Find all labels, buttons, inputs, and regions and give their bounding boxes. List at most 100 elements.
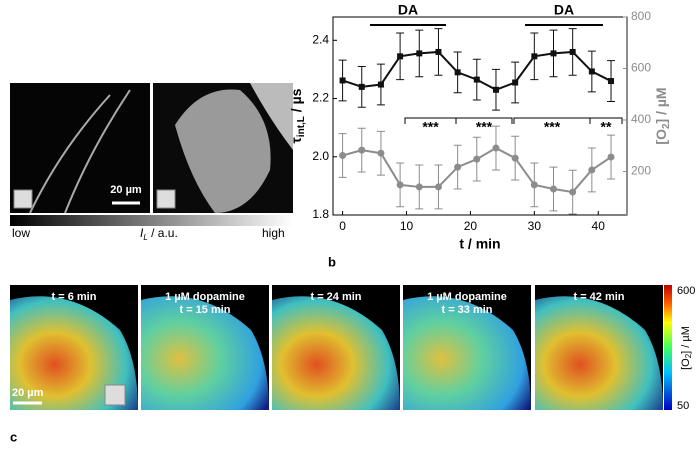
quantity-label: IL / a.u. bbox=[140, 226, 178, 242]
marker bbox=[415, 183, 423, 191]
marker bbox=[511, 154, 519, 162]
marker bbox=[339, 152, 347, 160]
x-tick-label: 10 bbox=[400, 219, 414, 233]
time-label: t = 42 min bbox=[573, 291, 624, 303]
label-sub: 2 bbox=[684, 353, 693, 358]
y-tick-label: 2.0 bbox=[312, 149, 329, 163]
panel-c: 600 50 [O2] / µM c t = 6 min 1 µM dopamin… bbox=[10, 285, 695, 444]
time-label: t = 15 min bbox=[179, 304, 230, 316]
label-sub: int,L bbox=[296, 116, 307, 137]
marker bbox=[434, 183, 442, 191]
icon bbox=[156, 189, 176, 209]
time-label: t = 24 min bbox=[310, 291, 361, 303]
axis-label: [O2] / µM bbox=[653, 87, 672, 144]
quantity: I bbox=[140, 226, 144, 240]
marker bbox=[454, 69, 461, 76]
time-label: t = 6 min bbox=[52, 291, 97, 303]
tissue bbox=[175, 89, 271, 213]
marker bbox=[608, 78, 615, 85]
significance: *** bbox=[544, 119, 561, 135]
unit: / a.u. bbox=[148, 226, 178, 240]
axis-label: τint,L / µs bbox=[288, 88, 307, 143]
marker bbox=[588, 166, 596, 174]
icon bbox=[104, 384, 126, 406]
marker bbox=[531, 53, 538, 60]
marker bbox=[358, 146, 366, 154]
tissue-map bbox=[535, 296, 663, 410]
color-bar bbox=[664, 285, 672, 410]
scale-label: 20 µm bbox=[110, 184, 142, 196]
panel-a: 20 µm low IL / a.u. high a bbox=[10, 83, 293, 296]
label-sub: 2 bbox=[661, 123, 672, 129]
label-main: τ bbox=[288, 136, 304, 143]
cbar-label: [O2] / µM bbox=[680, 326, 693, 370]
significance: *** bbox=[476, 119, 493, 135]
marker bbox=[454, 163, 462, 171]
marker bbox=[512, 79, 519, 86]
marker bbox=[588, 68, 595, 75]
x-tick-label: 30 bbox=[528, 219, 542, 233]
label-unit: ] / µM bbox=[653, 87, 669, 123]
y-tick-label: 2.2 bbox=[312, 91, 329, 105]
tissue-map bbox=[403, 296, 531, 410]
x-tick-label: 0 bbox=[339, 219, 346, 233]
marker bbox=[492, 144, 500, 152]
high-label: high bbox=[262, 226, 285, 240]
marker bbox=[473, 76, 480, 83]
significance: ** bbox=[601, 119, 612, 135]
y-tick-label: 2.4 bbox=[312, 32, 329, 46]
label-unit: / µs bbox=[288, 88, 304, 116]
y2-tick-label: 400 bbox=[631, 112, 651, 126]
bracket bbox=[455, 117, 513, 124]
marker bbox=[358, 83, 365, 90]
plot-frame bbox=[332, 16, 628, 216]
time-label: 1 µM dopamine bbox=[165, 291, 245, 303]
marker bbox=[397, 53, 404, 60]
marker bbox=[339, 77, 346, 84]
panel-letter: b bbox=[328, 254, 336, 269]
marker bbox=[607, 153, 615, 161]
y2-tick-label: 600 bbox=[631, 61, 651, 75]
marker bbox=[492, 86, 499, 93]
bracket bbox=[589, 117, 623, 124]
fiber bbox=[29, 89, 131, 214]
marker bbox=[473, 155, 481, 163]
quantity-sub: L bbox=[143, 233, 147, 242]
label-main: [O bbox=[680, 358, 692, 370]
x-axis-label: t / min bbox=[459, 236, 500, 252]
y2-tick-label: 200 bbox=[631, 164, 651, 178]
tissue-map bbox=[141, 296, 269, 410]
image bbox=[10, 83, 150, 213]
low-label: low bbox=[12, 226, 30, 240]
marker bbox=[550, 50, 557, 57]
marker bbox=[550, 185, 557, 193]
icon bbox=[13, 189, 33, 209]
chart: 0 10 20 30 40 1.8 2.0 2.2 2.4 200 400 600 800 t / min… bbox=[288, 2, 672, 252]
da-label: DA bbox=[398, 2, 418, 18]
marker bbox=[396, 181, 404, 189]
marker bbox=[435, 48, 442, 55]
tissue-map bbox=[272, 296, 400, 410]
marker bbox=[530, 181, 538, 189]
time-label: t = 33 min bbox=[441, 304, 492, 316]
tissue-map bbox=[10, 296, 138, 410]
x-tick-label: 40 bbox=[592, 219, 606, 233]
y2-tick-label: 800 bbox=[631, 9, 651, 23]
y-tick-label: 1.8 bbox=[312, 207, 329, 221]
scale-label: 20 µm bbox=[12, 387, 44, 399]
panel-letter: c bbox=[10, 429, 17, 444]
label-unit: ] / µM bbox=[680, 326, 692, 354]
significance: *** bbox=[422, 119, 439, 135]
cbar-min: 50 bbox=[677, 400, 689, 412]
time-label: 1 µM dopamine bbox=[427, 291, 507, 303]
label-main: [O bbox=[653, 129, 669, 145]
gray-scale-bar bbox=[10, 215, 293, 226]
marker bbox=[377, 81, 384, 88]
marker bbox=[377, 149, 385, 157]
x-tick-label: 20 bbox=[464, 219, 478, 233]
marker bbox=[569, 48, 576, 55]
marker bbox=[416, 50, 423, 57]
cbar-max: 600 bbox=[677, 285, 695, 297]
da-label: DA bbox=[554, 2, 574, 18]
